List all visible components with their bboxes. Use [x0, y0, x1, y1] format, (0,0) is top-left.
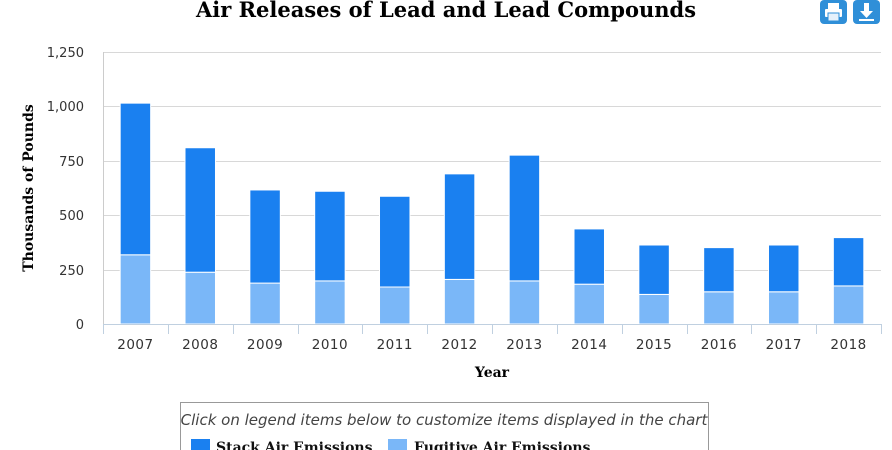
y-axis: 0 250 500 750 1,000 1,250	[47, 46, 104, 333]
bar-fugitive-2014[interactable]	[573, 283, 605, 325]
y-tick-label: 500	[59, 209, 84, 224]
bar-fugitive-2017[interactable]	[768, 291, 800, 325]
legend-caption: Click on legend items below to customize…	[181, 411, 709, 429]
x-tick-label: 2008	[182, 337, 218, 353]
bar-fugitive-2011[interactable]	[379, 286, 411, 325]
legend-swatch-stack	[191, 439, 210, 450]
bar-stack-2011[interactable]	[379, 195, 411, 288]
bar-stack-2012[interactable]	[443, 173, 476, 280]
bar-fugitive-2015[interactable]	[638, 293, 670, 325]
legend-label-fugitive: Fugitive Air Emissions	[414, 440, 591, 450]
x-tick-label: 2016	[701, 337, 737, 353]
x-tick-label: 2007	[117, 337, 153, 353]
bar-fugitive-2009[interactable]	[249, 282, 281, 325]
y-tick-label: 0	[76, 318, 84, 333]
bar-fugitive-2013[interactable]	[508, 280, 541, 325]
y-tick-label: 1,000	[47, 100, 84, 115]
x-tick-label: 2017	[766, 337, 802, 353]
bar-stack-2010[interactable]	[314, 190, 346, 282]
bar-stack-2009[interactable]	[249, 189, 281, 284]
bar-fugitive-2008[interactable]	[184, 271, 216, 325]
bar-stack-2008[interactable]	[184, 147, 216, 273]
bars	[119, 102, 865, 325]
bar-fugitive-2007[interactable]	[119, 254, 152, 325]
chart-title: Air Releases of Lead and Lead Compounds	[195, 0, 696, 22]
x-tick-label: 2018	[830, 337, 866, 353]
legend-box	[180, 402, 709, 450]
bar-fugitive-2010[interactable]	[314, 280, 346, 325]
bar-stack-2016[interactable]	[703, 247, 735, 293]
y-axis-title: Thousands of Pounds	[21, 104, 37, 272]
grid	[103, 52, 881, 271]
bar-stack-2007[interactable]	[119, 102, 152, 256]
x-tick-label: 2009	[247, 337, 283, 353]
download-button[interactable]	[853, 0, 880, 24]
bar-stack-2015[interactable]	[638, 244, 670, 295]
x-tick-label: 2013	[506, 337, 542, 353]
x-tick-label: 2012	[441, 337, 477, 353]
print-button[interactable]	[820, 0, 847, 24]
bar-stack-2018[interactable]	[832, 237, 865, 287]
bar-stack-2017[interactable]	[768, 244, 800, 293]
printer-icon	[825, 3, 842, 22]
y-tick-label: 750	[59, 155, 84, 170]
legend-item-fugitive[interactable]: Fugitive Air Emissions	[388, 439, 591, 450]
legend-item-stack[interactable]: Stack Air Emissions	[191, 439, 373, 450]
bar-fugitive-2016[interactable]	[703, 291, 735, 325]
legend-label-stack: Stack Air Emissions	[216, 440, 373, 450]
bar-fugitive-2012[interactable]	[443, 278, 476, 325]
bar-stack-2014[interactable]	[573, 228, 605, 285]
x-tick-label: 2014	[571, 337, 607, 353]
download-icon	[859, 3, 874, 21]
x-tick-label: 2011	[377, 337, 413, 353]
x-axis: 2007 2008 2009 2010 2011 2012 2013 2014 2015 2016…	[103, 324, 882, 353]
x-tick-label: 2015	[636, 337, 672, 353]
bar-fugitive-2018[interactable]	[832, 285, 865, 325]
bar-stack-2013[interactable]	[508, 154, 541, 282]
x-axis-title: Year	[474, 365, 510, 381]
x-tick-label: 2010	[312, 337, 348, 353]
y-tick-label: 250	[59, 264, 84, 279]
legend: Click on legend items below to customize…	[180, 402, 709, 450]
legend-swatch-fugitive	[388, 439, 407, 450]
y-tick-label: 1,250	[47, 46, 84, 61]
